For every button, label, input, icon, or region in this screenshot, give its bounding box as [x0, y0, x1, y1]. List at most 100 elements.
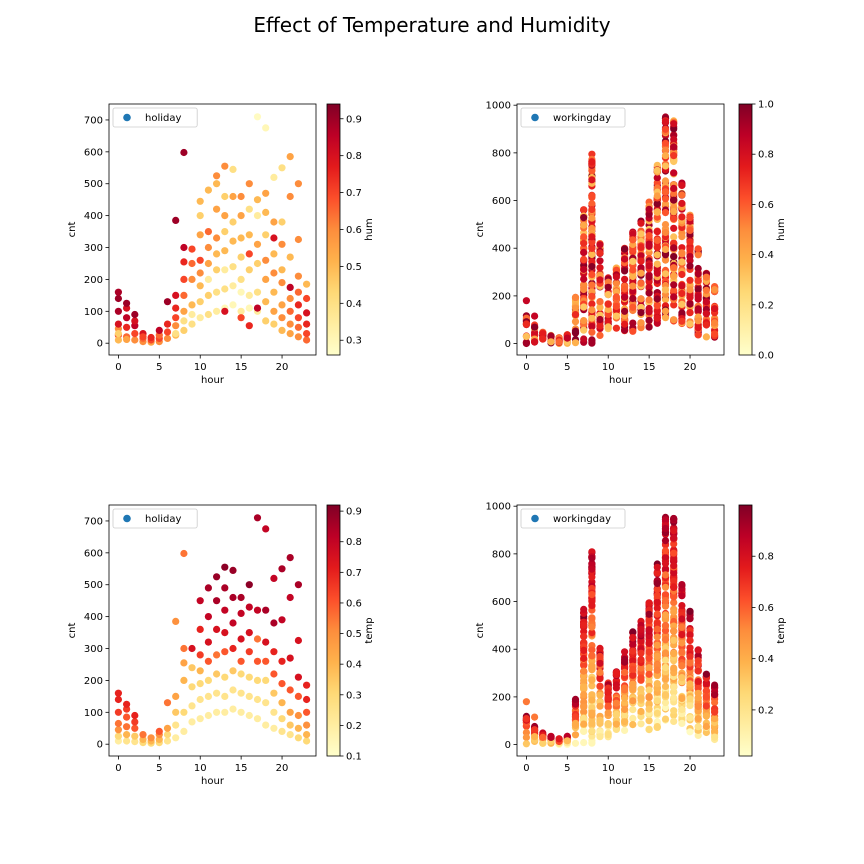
data-point [172, 216, 180, 224]
data-point [661, 286, 670, 294]
data-point [547, 733, 555, 741]
data-point [114, 689, 122, 697]
x-tick-label: 15 [235, 362, 248, 373]
data-point [245, 231, 253, 239]
data-point [580, 632, 588, 640]
data-point [661, 537, 670, 545]
data-point [661, 516, 670, 524]
data-point [637, 712, 645, 721]
colorbar-tick-label: 0.8 [758, 150, 774, 161]
scatter-points [114, 113, 311, 346]
data-point [670, 555, 678, 563]
data-point [294, 724, 302, 732]
data-point [670, 569, 678, 577]
data-point [270, 288, 278, 296]
data-point [229, 263, 237, 271]
data-point [653, 200, 661, 208]
data-point [588, 233, 596, 241]
data-point [694, 245, 702, 253]
legend-box [112, 107, 198, 128]
data-point [645, 262, 653, 270]
data-point [629, 671, 637, 679]
data-point [213, 689, 221, 697]
data-point [221, 673, 229, 681]
data-point [694, 646, 702, 654]
x-tick-label: 0 [115, 763, 121, 774]
data-point [645, 296, 653, 304]
data-point [221, 563, 229, 571]
data-point [588, 206, 596, 214]
data-point [131, 317, 139, 325]
data-point [621, 694, 629, 702]
data-point [653, 604, 661, 612]
data-point [204, 228, 212, 236]
data-point [221, 708, 229, 716]
data-point [180, 258, 188, 266]
data-point [294, 288, 302, 296]
data-point [653, 174, 661, 182]
data-point [629, 634, 637, 642]
data-point [670, 301, 678, 309]
data-point [213, 288, 221, 296]
data-point [637, 230, 645, 238]
data-point [172, 692, 180, 701]
data-point [221, 692, 229, 701]
data-point [629, 721, 637, 729]
data-point [188, 683, 196, 691]
data-point [539, 335, 547, 343]
data-point [678, 191, 686, 199]
y-tick-label: 100 [84, 708, 103, 719]
data-point [270, 269, 278, 277]
data-point [661, 591, 670, 599]
data-point [686, 214, 694, 222]
data-point [172, 617, 180, 626]
data-point [580, 248, 588, 256]
data-point [629, 706, 637, 714]
data-point [286, 320, 294, 328]
data-point [661, 554, 670, 562]
data-point [596, 257, 604, 265]
data-point [661, 152, 670, 160]
figure-title: Effect of Temperature and Humidity [253, 13, 610, 37]
data-point [221, 307, 229, 315]
data-point [653, 680, 661, 688]
data-point [621, 320, 629, 328]
data-point [653, 585, 661, 593]
data-point [213, 573, 221, 581]
data-point [596, 322, 604, 330]
data-point [180, 275, 188, 283]
data-point [253, 113, 262, 121]
data-point [711, 319, 719, 327]
data-point [547, 338, 555, 346]
data-point [213, 266, 221, 274]
data-point [580, 691, 588, 699]
data-point [694, 277, 702, 285]
data-point [653, 652, 661, 660]
x-axis-label: hour [609, 375, 633, 386]
data-point [653, 633, 661, 641]
data-point [588, 150, 596, 158]
data-point [661, 644, 670, 652]
data-point [637, 257, 645, 265]
colorbar-label: hum [776, 218, 787, 240]
data-point [629, 257, 637, 265]
data-point [204, 613, 212, 621]
colorbar [738, 103, 753, 356]
data-point [686, 286, 694, 294]
data-point [213, 180, 221, 188]
data-point [588, 623, 596, 631]
data-point [629, 245, 637, 254]
data-point [580, 727, 588, 736]
data-point [678, 581, 686, 589]
data-point [670, 527, 678, 535]
data-point [612, 293, 621, 301]
data-point [588, 314, 596, 322]
data-point [645, 289, 653, 297]
data-point [711, 733, 719, 741]
data-point [653, 666, 661, 674]
data-point [702, 286, 711, 294]
data-point [278, 657, 286, 665]
data-point [196, 231, 204, 239]
legend-label: holiday [145, 113, 181, 124]
data-point [612, 273, 621, 281]
